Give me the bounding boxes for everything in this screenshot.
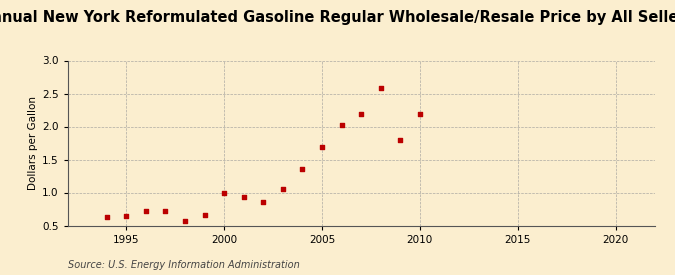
Point xyxy=(160,209,171,213)
Point xyxy=(219,190,230,195)
Point xyxy=(140,209,151,213)
Point xyxy=(336,123,347,127)
Point xyxy=(258,200,269,204)
Point xyxy=(414,112,425,116)
Point xyxy=(121,214,132,218)
Point xyxy=(395,138,406,142)
Y-axis label: Dollars per Gallon: Dollars per Gallon xyxy=(28,96,38,190)
Point xyxy=(199,213,210,217)
Point xyxy=(356,112,367,116)
Point xyxy=(277,186,288,191)
Point xyxy=(101,215,112,219)
Point xyxy=(317,145,327,149)
Text: Source: U.S. Energy Information Administration: Source: U.S. Energy Information Administ… xyxy=(68,260,299,270)
Point xyxy=(238,195,249,199)
Point xyxy=(375,85,386,90)
Point xyxy=(297,167,308,171)
Point xyxy=(180,219,190,223)
Text: Annual New York Reformulated Gasoline Regular Wholesale/Resale Price by All Sell: Annual New York Reformulated Gasoline Re… xyxy=(0,10,675,25)
